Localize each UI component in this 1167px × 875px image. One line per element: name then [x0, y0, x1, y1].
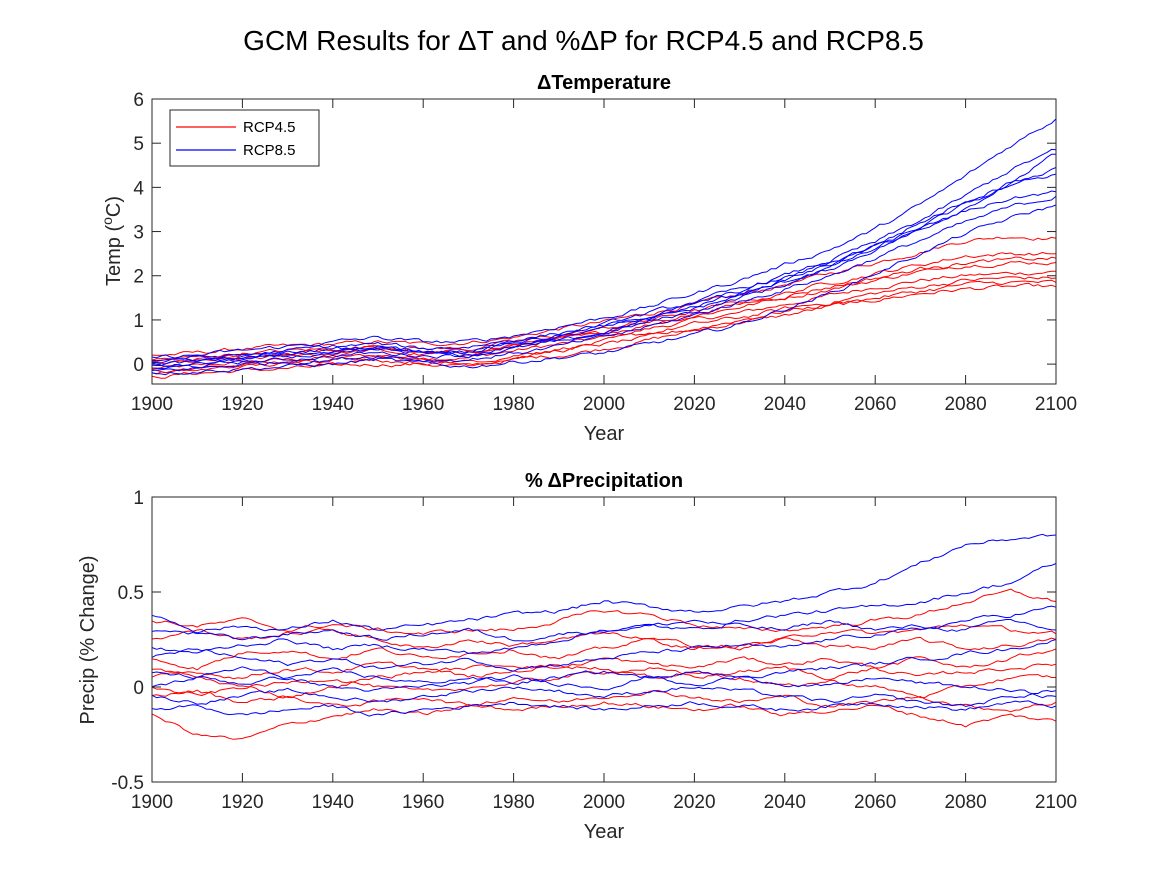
title-delta-symbol: Δ [458, 25, 477, 56]
temperature-x-tick-label: 1960 [402, 394, 444, 415]
temperature-x-tick-label: 1940 [312, 394, 354, 415]
precipitation-x-tick-label: 2060 [854, 792, 896, 813]
precipitation-panel-title: % ΔPrecipitation [525, 470, 683, 492]
temperature-y-tick-label: 2 [133, 267, 144, 288]
figure-title-prefix: GCM Results for [243, 25, 458, 56]
temperature-x-tick-label: 2080 [944, 394, 986, 415]
precipitation-series-line-rcp85 [151, 563, 1057, 654]
precipitation-series-line-rcp45 [151, 588, 1057, 635]
legend-box [169, 109, 320, 167]
precipitation-series-line-rcp45 [151, 624, 1057, 671]
precipitation-x-tick-label: 2080 [944, 792, 986, 813]
precipitation-y-tick-label: 1 [133, 488, 144, 509]
temperature-x-tick-label: 2060 [854, 394, 896, 415]
precipitation-x-axis-label: Year [584, 821, 625, 843]
temperature-series-line-rcp45 [151, 252, 1057, 361]
precipitation-x-tick-label: 1980 [492, 792, 534, 813]
precipitation-x-tick-label: 1940 [312, 792, 354, 813]
temperature-y-tick-label: 0 [133, 355, 144, 376]
figure-title-mid: and % [493, 25, 580, 56]
legend-label-rcp45: RCP4.5 [243, 119, 296, 136]
precipitation-series-line-rcp85 [151, 670, 1057, 699]
precipitation-series-line-rcp45 [151, 661, 1056, 699]
legend-label-rcp85: RCP8.5 [243, 142, 296, 159]
precipitation-series-line-rcp45 [151, 648, 1057, 696]
precipitation-x-tick-label: 2040 [764, 792, 806, 813]
precipitation-ticks: 1900 1920 1940 1960 1980 2000 2020 2040 2060 2080… [111, 488, 1077, 813]
temperature-series-line-rcp85 [151, 118, 1057, 359]
title-delta-symbol: Δ [580, 25, 599, 56]
temperature-panel: ΔTemperature 1900 1920 1940 1960 1980 2000 202… [99, 72, 1077, 445]
temperature-y-tick-label: 6 [133, 90, 144, 111]
temperature-series-line-rcp85 [151, 173, 1057, 364]
precipitation-series-line-rcp85 [151, 700, 1057, 717]
temperature-y-tick-label: 1 [133, 311, 144, 332]
precipitation-y-tick-label: 0.5 [118, 583, 144, 604]
precipitation-x-tick-label: 2000 [583, 792, 625, 813]
precipitation-x-tick-label: 2020 [673, 792, 715, 813]
temperature-x-tick-label: 2040 [764, 394, 806, 415]
temperature-series-line-rcp45 [151, 236, 1057, 356]
precipitation-y-axis-label: Precip (% Change) [77, 556, 99, 725]
figure-title-suffix: for RCP4.5 and RCP8.5 [617, 25, 924, 56]
temperature-y-axis-label: Temp (oC) [99, 196, 125, 286]
temperature-series-line-rcp45 [151, 276, 1057, 374]
figure-title-t: T [477, 25, 494, 56]
precipitation-x-tick-label: 2100 [1035, 792, 1077, 813]
temperature-series-line-rcp85 [151, 195, 1057, 372]
temperature-x-tick-label: 1920 [221, 394, 263, 415]
precipitation-y-tick-label: 0 [133, 678, 144, 699]
precipitation-series-line-rcp85 [151, 639, 1057, 687]
temperature-series-line-rcp85 [151, 167, 1057, 368]
precipitation-series-line-rcp85 [151, 686, 1057, 707]
temperature-x-tick-label: 2100 [1035, 394, 1077, 415]
temperature-x-axis-label: Year [584, 423, 625, 445]
precipitation-series-line-rcp45 [151, 689, 1057, 713]
figure-title: GCM Results for ΔT and %ΔP for RCP4.5 an… [243, 25, 924, 56]
temperature-series-line-rcp45 [151, 282, 1057, 379]
legend: RCP4.5 RCP8.5 [169, 109, 320, 167]
temperature-x-tick-label: 2020 [673, 394, 715, 415]
temperature-series-layer [151, 118, 1057, 379]
precipitation-x-tick-label: 1920 [221, 792, 263, 813]
precipitation-panel: % ΔPrecipitation 1900 1920 1940 1960 1980 200… [77, 470, 1077, 843]
precipitation-x-tick-label: 1960 [402, 792, 444, 813]
temperature-series-line-rcp85 [151, 204, 1057, 376]
temperature-series-line-rcp45 [151, 261, 1057, 365]
figure-title-p: P [599, 25, 617, 56]
precipitation-y-tick-label: -0.5 [111, 773, 144, 794]
temperature-ticks: 1900 1920 1940 1960 1980 2000 2020 2040 2060 2080… [131, 90, 1077, 415]
temperature-panel-title: ΔTemperature [537, 72, 671, 94]
precipitation-series-line-rcp85 [151, 533, 1057, 634]
temperature-series-line-rcp85 [151, 148, 1057, 362]
temperature-y-tick-label: 4 [133, 178, 144, 199]
temperature-y-tick-label: 3 [133, 223, 144, 244]
precipitation-series-line-rcp45 [151, 656, 1057, 699]
temperature-x-tick-label: 2000 [583, 394, 625, 415]
temperature-y-tick-label: 5 [133, 134, 144, 155]
precipitation-series-layer [151, 533, 1057, 740]
precipitation-series-line-rcp45 [151, 701, 1057, 740]
temperature-x-tick-label: 1900 [131, 394, 173, 415]
precipitation-series-line-rcp85 [151, 619, 1057, 642]
precipitation-series-line-rcp85 [151, 605, 1057, 672]
precipitation-x-tick-label: 1900 [131, 792, 173, 813]
temperature-x-tick-label: 1980 [492, 394, 534, 415]
